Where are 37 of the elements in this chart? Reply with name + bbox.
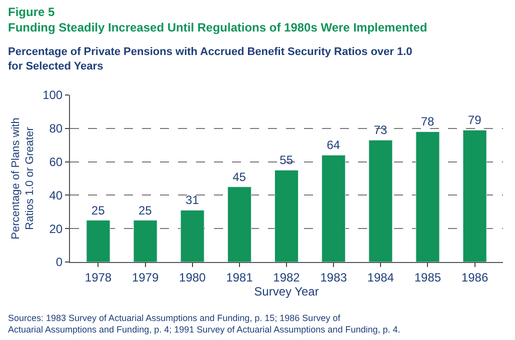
bar bbox=[227, 186, 252, 262]
bar bbox=[416, 131, 440, 262]
bar bbox=[322, 154, 346, 262]
bar bbox=[274, 170, 299, 262]
data-label: 55 bbox=[280, 153, 294, 168]
y-axis-title: Percentage of Plans with Ratios 1.0 or Greater bbox=[10, 118, 36, 240]
data-label: 79 bbox=[468, 113, 482, 128]
source-note: Sources: 1983 Survey of Actuarial Assumptions and Funding, p. 15; 1986 Survey of Actuarial Assumptions and Funding, p. 4; 1991 Survey of Actuarial Assumptions and Funding, p. 4. bbox=[8, 313, 400, 335]
x-axis-title: Survey Year bbox=[254, 284, 319, 298]
x-tick-label: 1979 bbox=[132, 270, 159, 284]
x-tick-label: 1982 bbox=[273, 270, 300, 284]
x-tick-label: 1978 bbox=[84, 270, 112, 284]
x-tick-label: 1985 bbox=[414, 270, 442, 284]
x-tick-label: 1983 bbox=[320, 270, 348, 284]
bar bbox=[133, 220, 158, 262]
data-label: 45 bbox=[232, 170, 246, 184]
y-tick-label: 40 bbox=[49, 188, 63, 202]
chart-subtitle: Percentage of Private Pensions with Accrued Benefit Security Ratios over 1.0 for Selected Years bbox=[8, 46, 412, 72]
bar bbox=[180, 210, 204, 262]
data-label: 25 bbox=[91, 203, 106, 218]
data-label: 64 bbox=[326, 138, 340, 152]
y-tick-label: 60 bbox=[49, 155, 63, 169]
y-tick-label: 80 bbox=[49, 122, 63, 136]
x-tick-label: 1980 bbox=[179, 270, 206, 284]
x-tick-label: 1984 bbox=[367, 270, 394, 284]
x-tick-label: 1981 bbox=[226, 270, 254, 284]
data-label: 31 bbox=[186, 193, 200, 208]
y-tick-label: 0 bbox=[56, 255, 63, 270]
bar bbox=[462, 130, 487, 262]
data-label: 25 bbox=[138, 203, 152, 218]
x-tick-label: 1986 bbox=[461, 270, 488, 284]
y-tick-label: 20 bbox=[49, 222, 63, 236]
bar bbox=[368, 140, 393, 262]
bar bbox=[86, 220, 110, 262]
chart-title: Figure 5 Funding Steadily Increased Until Regulations of 1980s Were Implemented bbox=[8, 5, 428, 35]
y-tick-label: 100 bbox=[42, 88, 63, 102]
data-label: 78 bbox=[420, 114, 435, 129]
